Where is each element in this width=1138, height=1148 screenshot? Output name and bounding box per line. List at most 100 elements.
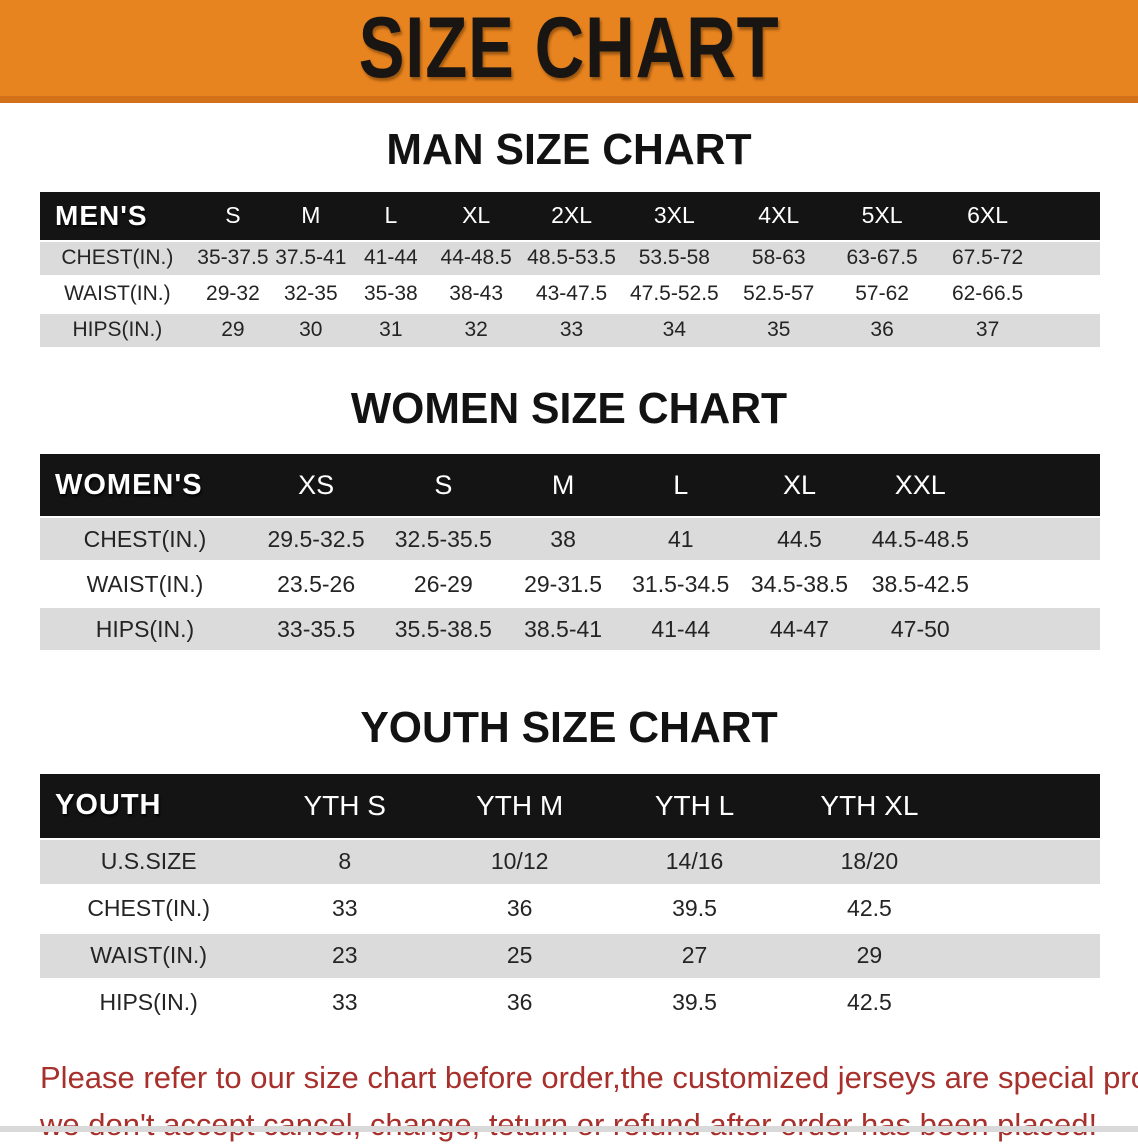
men-size-table: MEN'S S M L XL 2XL 3XL 4XL 5XL 6XL CHEST(IN.) 35-37… [40,191,1100,350]
row-label: HIPS(IN.) [40,980,258,1028]
cell-filler [956,933,1100,981]
cell-value: 44-47 [739,608,860,654]
cell-value: 33-35.5 [249,608,383,654]
cell-value: 35-37.5 [194,241,272,278]
row-label: U.S.SIZE [40,839,258,887]
row-label: CHEST(IN.) [40,241,195,278]
size-chart-banner: SIZE CHART [0,0,1138,103]
header-row: MEN'S S M L XL 2XL 3XL 4XL 5XL 6XL [40,191,1100,242]
header-filler [981,454,1100,519]
column-header: YTH L [607,773,782,840]
cell-value: 44.5-48.5 [859,518,982,564]
cell-value: 29 [781,933,957,981]
row-label: HIPS(IN.) [40,313,195,350]
cell-value: 38.5-41 [504,608,622,654]
cell-value: 37.5-41 [271,241,351,278]
column-header: XL [739,454,860,519]
table-row: HIPS(IN.) 33-35.5 35.5-38.5 38.5-41 41-44 44-… [40,608,1100,654]
cell-value: 63-67.5 [830,241,934,278]
cell-filler [981,518,1100,564]
column-header: L [350,191,432,242]
column-header: 6XL [933,191,1042,242]
cell-value: 29-32 [194,277,272,314]
table-row: CHEST(IN.) 35-37.5 37.5-41 41-44 44-48.5 48.5… [40,241,1100,278]
cell-value: 62-66.5 [933,277,1042,314]
men-section: MAN SIZE CHART MEN'S S M L XL 2XL 3XL 4XL 5XL 6XL… [0,126,1138,350]
cell-value: 33 [257,886,433,934]
cell-value: 34.5-38.5 [739,563,860,609]
cell-value: 35.5-38.5 [382,608,505,654]
cell-value: 37 [933,313,1042,350]
disclaimer-text: Please refer to our size chart before or… [40,1054,1138,1148]
column-header: YTH XL [781,773,957,840]
column-header: L [621,454,740,519]
cell-value: 42.5 [781,980,957,1028]
cell-value: 42.5 [781,886,957,934]
column-header: YTH S [257,773,433,840]
cell-value: 30 [271,313,351,350]
header-filler [956,773,1100,840]
cell-value: 38.5-42.5 [859,563,982,609]
row-label: CHEST(IN.) [40,518,250,564]
cell-value: 41-44 [350,241,432,278]
cell-filler [956,980,1100,1028]
table-corner-label: MEN'S [40,191,195,242]
table-row: WAIST(IN.) 23 25 27 29 [40,933,1100,981]
table-row: WAIST(IN.) 23.5-26 26-29 29-31.5 31.5-34.5 34… [40,563,1100,609]
cell-value: 14/16 [607,839,782,887]
cell-filler [981,608,1100,654]
cell-value: 38 [504,518,622,564]
table-corner-label: YOUTH [40,773,258,840]
cell-value: 44.5 [739,518,860,564]
cell-value: 47-50 [859,608,982,654]
table-row: WAIST(IN.) 29-32 32-35 35-38 38-43 43-47.5 47.… [40,277,1100,314]
cell-value: 26-29 [382,563,505,609]
cell-filler [981,563,1100,609]
cell-value: 32.5-35.5 [382,518,505,564]
cell-filler [956,886,1100,934]
cell-value: 41 [621,518,740,564]
cell-filler [1041,241,1100,278]
cell-value: 27 [607,933,782,981]
cell-value: 43-47.5 [521,277,622,314]
disclaimer-line-2: we don't accept cancel, change, teturn o… [40,1106,1098,1142]
table-row: CHEST(IN.) 33 36 39.5 42.5 [40,886,1100,934]
column-header: M [271,191,351,242]
header-row: WOMEN'S XS S M L XL XXL [40,454,1100,519]
youth-section: YOUTH SIZE CHART YOUTH YTH S YTH M YTH L YTH… [0,704,1138,1028]
cell-value: 48.5-53.5 [521,241,622,278]
cell-value: 34 [621,313,727,350]
cell-value: 29-31.5 [504,563,622,609]
cell-value: 31 [350,313,432,350]
column-header: S [194,191,272,242]
cell-value: 33 [257,980,433,1028]
cell-value: 36 [830,313,934,350]
table-row: CHEST(IN.) 29.5-32.5 32.5-35.5 38 41 44.5 44.5… [40,518,1100,564]
table-row: HIPS(IN.) 29 30 31 32 33 34 35 36 37 [40,313,1100,350]
bottom-edge-strip [0,1126,1138,1132]
column-header: XS [249,454,383,519]
cell-value: 29.5-32.5 [249,518,383,564]
table-corner-label: WOMEN'S [40,454,250,519]
cell-value: 33 [521,313,622,350]
cell-value: 35-38 [350,277,432,314]
row-label: CHEST(IN.) [40,886,258,934]
cell-value: 31.5-34.5 [621,563,740,609]
column-header: 3XL [621,191,727,242]
cell-value: 25 [432,933,608,981]
cell-value: 39.5 [607,886,782,934]
column-header: YTH M [432,773,608,840]
row-label: WAIST(IN.) [40,933,258,981]
cell-value: 41-44 [621,608,740,654]
column-header: 2XL [521,191,622,242]
column-header: 4XL [726,191,831,242]
cell-value: 67.5-72 [933,241,1042,278]
cell-value: 57-62 [830,277,934,314]
table-row: HIPS(IN.) 33 36 39.5 42.5 [40,980,1100,1028]
youth-size-table: YOUTH YTH S YTH M YTH L YTH XL U.S.SIZE 8 10/12… [40,773,1100,1028]
cell-value: 32-35 [271,277,351,314]
cell-value: 44-48.5 [431,241,522,278]
cell-value: 29 [194,313,272,350]
cell-filler [956,839,1100,887]
women-section: WOMEN SIZE CHART WOMEN'S XS S M L XL XXL CHEST(… [0,384,1138,654]
